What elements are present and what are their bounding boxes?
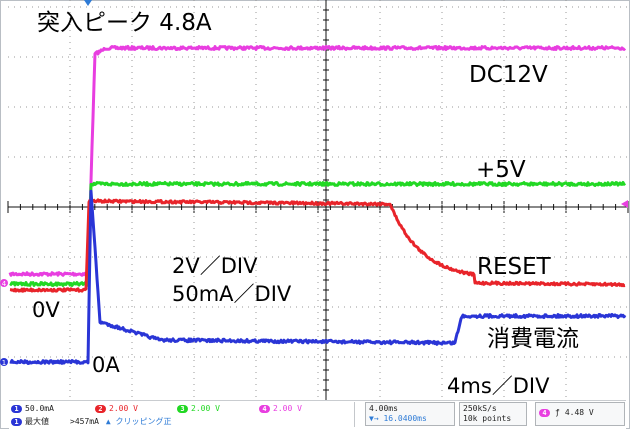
time-per-div-label: 4ms／DIV xyxy=(447,374,550,398)
ch1-marker xyxy=(0,358,8,366)
timebase-panel[interactable]: 4.00ms ▼→ 16.0400ms xyxy=(365,402,455,426)
current-trace xyxy=(9,189,627,365)
ch2-scale-readout[interactable]: 2 2.00 V xyxy=(95,404,138,413)
trigger-level: 4.48 V xyxy=(564,408,594,417)
dc12v-trace xyxy=(8,45,627,277)
graticule xyxy=(7,0,629,400)
measurement-readout[interactable]: 1 最大値 >457mA ▲ クリッピング正 xyxy=(11,416,172,427)
trigger-position-marker xyxy=(84,0,92,6)
trigger-panel[interactable]: 4 ƒ 4.48 V xyxy=(535,402,625,426)
acquisition-panel[interactable]: 250kS/s 10k points xyxy=(459,402,527,426)
clipping-warning: ▲ クリッピング正 xyxy=(105,417,172,426)
ch4-marker-text: 4 xyxy=(2,280,7,288)
channel-markers: 41 xyxy=(0,0,628,367)
time-scale: 4.00ms xyxy=(369,404,398,413)
zero-amp-label: 0A xyxy=(92,353,120,377)
current-per-div-label: 50mA／DIV xyxy=(172,282,292,306)
trigger-source-icon: 4 xyxy=(539,409,550,417)
ch1-scale-readout[interactable]: 1 50.0mA xyxy=(11,404,54,413)
current-consumption-label: 消費電流 xyxy=(487,326,579,352)
measure-label: 最大値 xyxy=(25,417,49,426)
status-bar: 1 50.0mA 2 2.00 V 3 2.00 V 4 2.00 V 1 最大… xyxy=(9,400,626,429)
trigger-level-marker xyxy=(621,200,628,208)
time-position: 16.0400ms xyxy=(383,414,427,423)
status-divider xyxy=(354,402,355,427)
sample-rate: 250kS/s xyxy=(463,404,497,413)
ch1-icon: 1 xyxy=(11,404,22,413)
ch2-icon: 2 xyxy=(95,404,106,413)
ch2-scale: 2.00 V xyxy=(109,404,138,413)
inrush-peak-label: 突入ピーク 4.8A xyxy=(37,10,212,36)
ch3-scale: 2.00 V xyxy=(191,404,220,413)
ch3-icon: 3 xyxy=(177,404,188,413)
time-position-row: ▼→ 16.0400ms xyxy=(369,414,451,424)
ch4-marker xyxy=(0,279,8,287)
volt-per-div-label: 2V／DIV xyxy=(172,254,258,278)
ch1-marker-text: 1 xyxy=(2,359,6,367)
plus5v-label: +5V xyxy=(476,157,526,183)
zero-volt-label: 0V xyxy=(32,298,60,322)
measure-value: >457mA xyxy=(70,417,99,426)
plus5v-trace xyxy=(9,181,627,287)
trigger-position-icon: ▼→ xyxy=(369,414,379,423)
waveform-traces xyxy=(8,45,627,365)
ch4-icon: 4 xyxy=(259,404,270,413)
reset-trace xyxy=(9,198,626,293)
ch3-scale-readout[interactable]: 3 2.00 V xyxy=(177,404,220,413)
ch4-scale: 2.00 V xyxy=(273,404,302,413)
ch1-scale: 50.0mA xyxy=(25,404,54,413)
reset-label: RESET xyxy=(477,254,551,280)
record-length: 10k points xyxy=(463,414,512,423)
ch4-scale-readout[interactable]: 4 2.00 V xyxy=(259,404,302,413)
dc12v-label: DC12V xyxy=(469,62,548,88)
rising-edge-icon: ƒ xyxy=(555,408,560,417)
measure-channel-icon: 1 xyxy=(11,417,22,426)
